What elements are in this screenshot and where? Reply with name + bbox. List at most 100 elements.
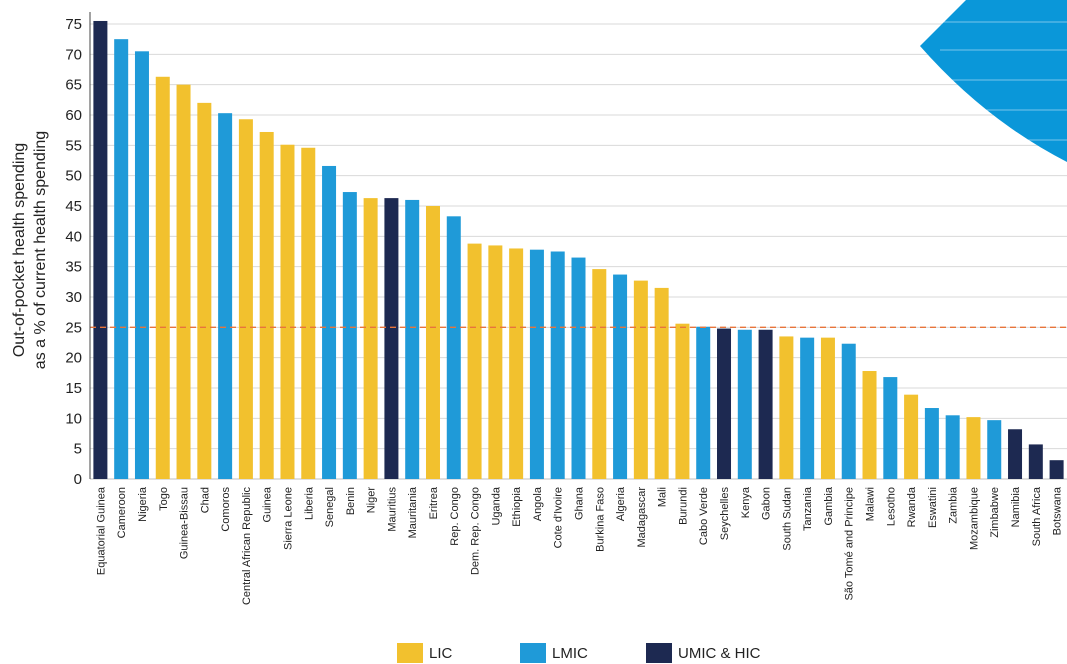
category-label: Namibia: [1010, 486, 1022, 527]
y-tick-label: 25: [65, 319, 82, 336]
bar: [384, 198, 399, 479]
bar: [862, 371, 877, 479]
category-label: Mauritania: [407, 486, 419, 538]
bar: [904, 394, 919, 479]
category-label: Senegal: [324, 487, 336, 527]
bar: [633, 280, 648, 479]
category-label: Botswana: [1052, 486, 1064, 535]
bar: [114, 39, 129, 480]
category-label: Rwanda: [906, 486, 918, 527]
bar: [571, 257, 586, 479]
y-tick-label: 50: [65, 168, 82, 185]
y-tick-label: 5: [74, 441, 82, 458]
y-axis-title-line1: Out-of-pocket health spending: [11, 143, 28, 357]
category-label: Seychelles: [719, 487, 731, 541]
x-axis-category-labels: Equatorial Guinea Cameroon Nigeria Togo Guin…: [95, 486, 1063, 605]
category-label: South Africa: [1031, 486, 1043, 546]
legend-swatch-lmic: [520, 643, 546, 663]
bar: [592, 269, 607, 479]
y-tick-label: 35: [65, 259, 82, 276]
legend-item-lic: LIC: [397, 643, 452, 663]
bar: [218, 113, 233, 480]
bar: [945, 415, 960, 479]
bar: [1049, 460, 1064, 479]
category-label: Niger: [366, 487, 378, 514]
category-label: Uganda: [490, 486, 502, 525]
bar: [883, 377, 898, 479]
y-axis-ticks: 0 5 10 15 20 25 30 35 40 45 50 55 60 65 70 75: [65, 16, 82, 488]
category-label: Ghana: [574, 486, 586, 520]
category-label: Mauritius: [386, 487, 398, 532]
category-label: Cabo Verde: [698, 487, 710, 545]
y-tick-label: 55: [65, 137, 82, 154]
category-label: Mali: [657, 487, 669, 507]
bar: [675, 323, 690, 479]
category-label: Eswatini: [927, 487, 939, 528]
bar: [1008, 429, 1023, 479]
category-label: Sierra Leone: [282, 487, 294, 550]
category-label: Madagascar: [636, 487, 648, 548]
category-label: Guinea-Bissau: [179, 487, 191, 559]
category-label: Lesotho: [885, 487, 897, 526]
category-label: Ethiopia: [511, 486, 523, 527]
legend-item-umic-hic: UMIC & HIC: [646, 643, 761, 663]
bar: [717, 328, 732, 479]
y-axis-title-line2: as a % of current health spending: [32, 131, 49, 369]
category-label: Gabon: [761, 487, 773, 520]
bar: [779, 336, 794, 479]
bar: [155, 76, 170, 479]
category-label: Tanzania: [802, 486, 814, 531]
legend-swatch-lic: [397, 643, 423, 663]
bar: [800, 337, 815, 479]
category-label: Zambia: [948, 486, 960, 524]
bar: [363, 198, 378, 479]
category-label: Benin: [345, 487, 357, 515]
bar: [550, 251, 565, 479]
category-label: Malawi: [865, 487, 877, 521]
bar: [322, 165, 337, 479]
legend-label-lic: LIC: [429, 644, 453, 662]
category-label: Kenya: [740, 486, 752, 518]
bar: [758, 329, 773, 479]
category-label: Cote d'Ivoire: [553, 487, 565, 548]
category-label: Mozambique: [968, 487, 980, 550]
category-label: Zimbabwe: [989, 487, 1001, 538]
legend-swatch-umic-hic: [646, 643, 672, 663]
bar: [134, 51, 149, 480]
category-label: Algeria: [615, 486, 627, 521]
legend-item-lmic: LMIC: [520, 643, 588, 663]
category-label: Rep. Congo: [449, 487, 461, 546]
bar: [93, 20, 108, 479]
bar: [280, 144, 295, 479]
legend: LIC LMIC UMIC & HIC: [0, 643, 1067, 663]
bar: [613, 274, 628, 479]
bar: [654, 287, 669, 479]
bar: [446, 216, 461, 479]
category-label: Guinea: [262, 486, 274, 522]
category-label: Burkina Faso: [594, 487, 606, 552]
category-label: Burundi: [677, 487, 689, 525]
y-tick-label: 45: [65, 198, 82, 215]
legend-label-lmic: LMIC: [552, 644, 588, 662]
bar: [820, 337, 835, 479]
category-label: Dem. Rep. Congo: [470, 487, 482, 575]
y-tick-label: 60: [65, 107, 82, 124]
category-label: Gambia: [823, 486, 835, 525]
y-tick-label: 10: [65, 410, 82, 427]
bar: [259, 131, 274, 479]
bar: [467, 243, 482, 479]
bar: [342, 192, 357, 479]
legend-label-umic-hic: UMIC & HIC: [678, 644, 761, 662]
y-tick-label: 65: [65, 77, 82, 94]
category-label: São Tomé and Principe: [844, 487, 856, 601]
category-label: Equatorial Guinea: [95, 486, 107, 575]
category-label: South Sudan: [781, 487, 793, 551]
bar: [924, 408, 939, 479]
bar: [405, 199, 420, 479]
bar: [529, 249, 544, 479]
category-label: Eritrea: [428, 486, 440, 519]
bars: [93, 20, 1064, 480]
y-tick-label: 15: [65, 380, 82, 397]
bar: [966, 417, 981, 479]
